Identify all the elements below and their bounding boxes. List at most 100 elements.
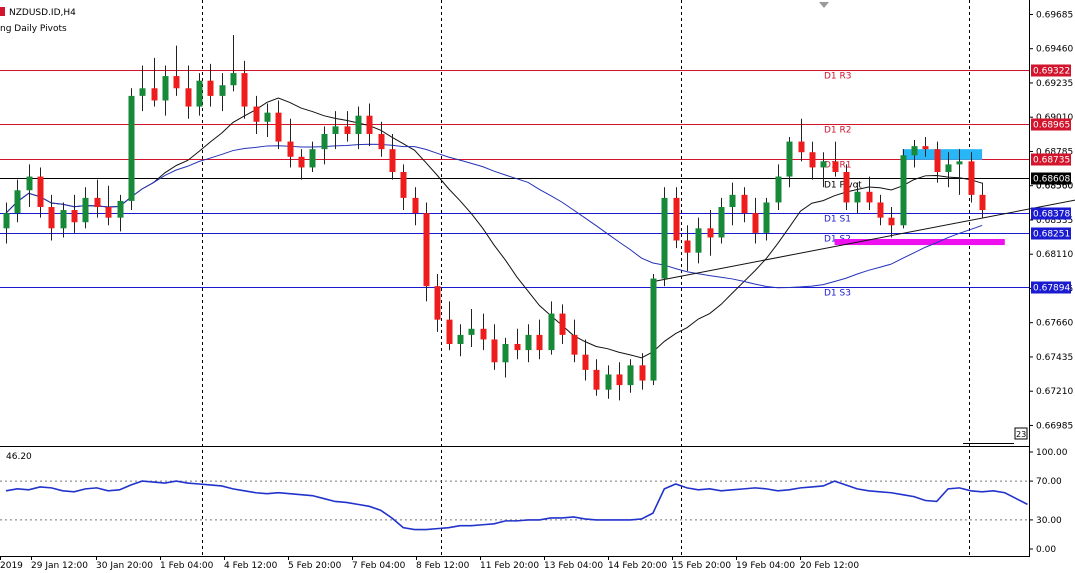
symbol-title: NZDUSD.ID,H4: [9, 8, 76, 18]
vertical-grid: [202, 0, 970, 556]
candle-body: [185, 88, 192, 107]
candle-body: [139, 88, 146, 96]
rsi-readout: 46.20: [6, 452, 32, 462]
candle-body: [446, 319, 453, 345]
candle-body: [820, 161, 827, 168]
pivot-level-name: D1 S3: [824, 289, 851, 299]
chart-shift-icon[interactable]: [819, 2, 829, 8]
candle-body: [321, 133, 328, 150]
candle-body: [60, 210, 67, 229]
candle-body: [650, 278, 657, 381]
price-tick-label: 0.67210: [1036, 387, 1073, 397]
candle-body: [968, 161, 975, 195]
candle-body: [718, 207, 725, 238]
time-tick-label: 8 Feb 12:00: [416, 561, 470, 571]
candle-body: [355, 115, 362, 134]
price-axis: 0.696850.694600.692350.690100.687850.685…: [1029, 10, 1073, 431]
moving-averages: [5, 97, 1075, 359]
pivot-level-name: D1 S1: [824, 215, 851, 225]
time-tick-label: 29 Jan 12:00: [31, 561, 88, 571]
candle-body: [423, 213, 430, 287]
pivot-level-name: D1 R2: [824, 126, 852, 136]
candle-body: [196, 80, 203, 107]
candle-body: [287, 141, 294, 157]
price-label-text: 0.68965: [1033, 121, 1070, 131]
candle-body: [389, 149, 396, 173]
candle-body: [514, 344, 521, 351]
candle-body: [37, 176, 44, 208]
indicator-name: ng Daily Pivots: [0, 24, 67, 34]
candle-body: [298, 156, 305, 168]
candle-body: [264, 112, 271, 122]
candle-body: [956, 161, 963, 165]
time-tick-label: 5 Feb 20:00: [288, 561, 342, 571]
candle-body: [979, 194, 986, 211]
candle-body: [173, 76, 180, 89]
candle-body: [945, 164, 952, 173]
candle-body: [798, 141, 805, 153]
candle-body: [684, 240, 691, 253]
candle-body: [14, 190, 21, 214]
moving-average-fast: [5, 97, 983, 359]
candle-body: [468, 328, 475, 335]
candle-body: [344, 126, 351, 134]
candle-body: [241, 73, 248, 107]
trendline: [652, 199, 1075, 283]
candle-body: [695, 228, 702, 253]
candle-body: [786, 141, 793, 177]
candle-body: [548, 313, 555, 351]
annotation-zones: [834, 149, 1005, 246]
candle-body: [911, 146, 918, 156]
price-tick-label: 0.68110: [1036, 250, 1073, 260]
candle-body: [332, 126, 339, 134]
price-label-text: 0.68378: [1033, 210, 1070, 220]
candle-body: [934, 149, 941, 173]
candle-body: [809, 152, 816, 168]
price-label-box: [1031, 227, 1071, 240]
rsi-tick-label: 70.00: [1036, 477, 1062, 487]
candle-body: [412, 197, 419, 214]
time-tick-label: 15 Feb 20:00: [672, 561, 731, 571]
candle-body: [616, 374, 623, 386]
time-tick-label: 7 Feb 04:00: [352, 561, 406, 571]
pivot-level-name: D1 Pivot: [824, 181, 862, 191]
timeframe-marker-box[interactable]: [1014, 427, 1028, 440]
price-label-text: 0.67894: [1033, 284, 1070, 294]
candle-body: [82, 197, 89, 223]
candle-body: [480, 328, 487, 340]
candle-body: [571, 334, 578, 355]
price-tick-label: 0.67435: [1036, 353, 1073, 363]
price-tick-label: 0.68785: [1036, 147, 1073, 157]
candle-body: [922, 146, 929, 150]
candle-body: [888, 217, 895, 226]
candle-body: [400, 172, 407, 198]
candle-body: [673, 197, 680, 241]
price-label-box: [1031, 281, 1071, 294]
candle-body: [639, 365, 646, 381]
price-tick-label: 0.69235: [1036, 79, 1073, 89]
price-label-text: 0.68251: [1033, 230, 1070, 240]
time-axis: 2019 29 Jan 12:00 30 Jan 20:00 1 Feb 04:00 4…: [0, 556, 859, 571]
candle-body: [219, 85, 226, 96]
symbol-marker-icon: [0, 7, 5, 16]
price-label-box: [1031, 118, 1071, 131]
rsi-panel: 100.00 70.00 30.00 0.00: [0, 448, 1068, 555]
time-tick-label: 13 Feb 04:00: [544, 561, 603, 571]
time-tick-label: 30 Jan 20:00: [96, 561, 153, 571]
candle-body: [94, 197, 101, 208]
candle-body: [525, 334, 532, 351]
candle-body: [741, 194, 748, 214]
candle-body: [48, 207, 55, 229]
timeframe-marker-label: 23: [1016, 430, 1026, 439]
candle-body: [877, 202, 884, 218]
candle-body: [593, 369, 600, 390]
candle-body: [128, 95, 135, 201]
price-tick-label: 0.66985: [1036, 421, 1073, 431]
candle-body: [71, 210, 78, 223]
candle-body: [230, 73, 237, 86]
candle-body: [457, 334, 464, 345]
candle-body: [729, 194, 736, 208]
rsi-tick-label: 0.00: [1036, 545, 1056, 555]
